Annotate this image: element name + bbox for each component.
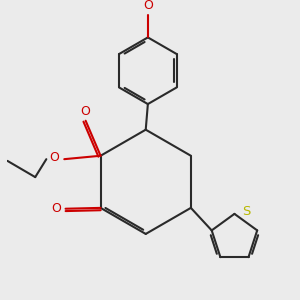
Text: O: O [50,151,59,164]
Text: O: O [80,105,90,118]
Text: O: O [143,0,153,12]
Text: O: O [51,202,61,215]
Text: S: S [242,205,250,218]
